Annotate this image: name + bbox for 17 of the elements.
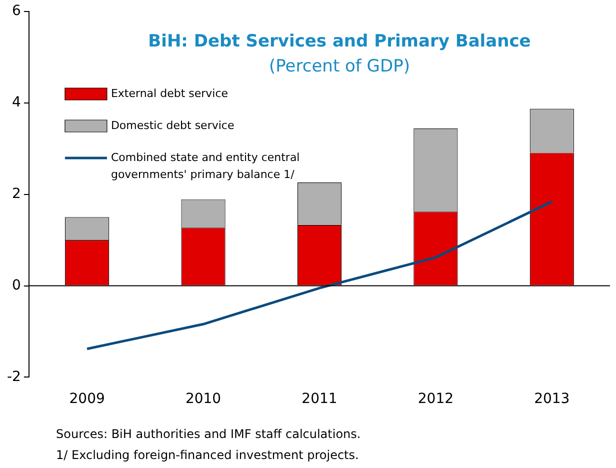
x-tick-label: 2013 bbox=[534, 391, 570, 408]
text: (Percent of GDP) bbox=[269, 56, 410, 76]
source-note: Sources: BiH authorities and IMF staff calculations. bbox=[56, 426, 361, 443]
text: 1/ Excluding foreign-financed investment projects. bbox=[56, 447, 360, 464]
legend-label: External debt service bbox=[110, 86, 228, 100]
x-tick-label: 2009 bbox=[69, 391, 105, 408]
y-tick-label: -2 bbox=[6, 368, 21, 385]
text: BiH: Debt Services and Primary Balance bbox=[148, 31, 531, 52]
y-tick-label: 4 bbox=[12, 94, 22, 110]
x-tick-label: 2011 bbox=[302, 391, 338, 408]
legend-label: Domestic debt service bbox=[110, 118, 234, 132]
legend-label: Combined state and entity central governments' primary balance 1/ bbox=[110, 150, 300, 181]
y-tick-label: 2 bbox=[12, 186, 21, 202]
x-tick-label: 2012 bbox=[418, 391, 454, 408]
x-tick-label: 2010 bbox=[185, 391, 222, 408]
y-tick-label: 0 bbox=[12, 277, 21, 294]
y-tick-label: 6 bbox=[12, 3, 22, 20]
